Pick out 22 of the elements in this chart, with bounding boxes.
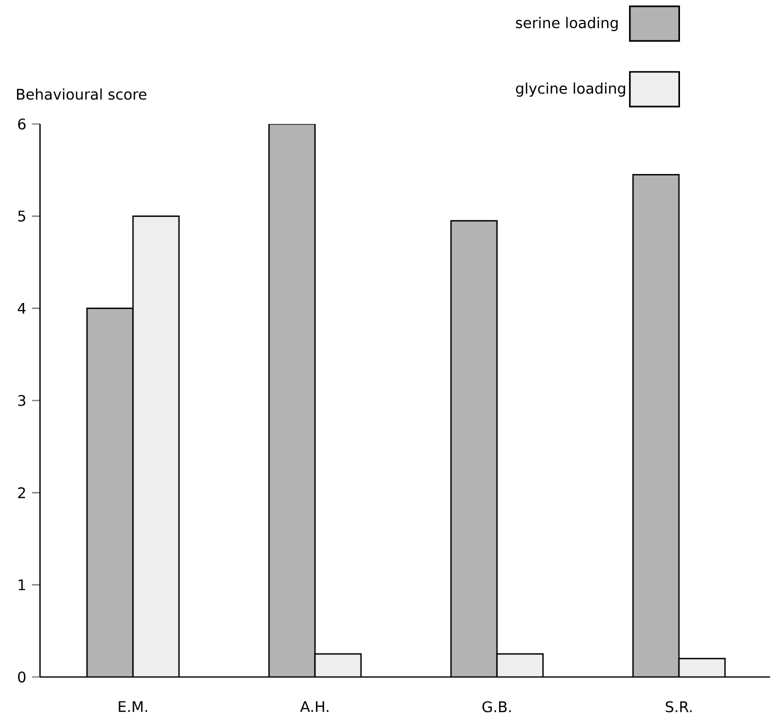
bar <box>497 654 544 677</box>
bar <box>133 216 180 677</box>
bar <box>451 220 497 677</box>
y-tick-label: 0 <box>18 671 26 683</box>
x-tick-label: S.R. <box>666 701 692 712</box>
bar <box>678 658 726 677</box>
y-axis-title: Behavioural score <box>17 88 146 100</box>
y-tick-label: 3 <box>18 394 26 406</box>
y-tick-label: 6 <box>18 118 26 130</box>
y-tick-label: 5 <box>18 210 26 222</box>
legend-label: serine loading <box>516 16 618 32</box>
y-tick-label: 1 <box>18 579 26 590</box>
x-tick-label: A.H. <box>300 701 328 712</box>
bar <box>632 174 680 677</box>
bar <box>269 124 316 677</box>
legend-label: glycine loading <box>516 82 626 97</box>
y-tick-label: 2 <box>18 487 25 498</box>
y-tick-label: 4 <box>18 302 26 314</box>
bar <box>315 654 362 677</box>
x-tick-label: E.M. <box>118 701 148 712</box>
bar <box>87 308 134 677</box>
x-tick-label: G.B. <box>482 701 511 712</box>
